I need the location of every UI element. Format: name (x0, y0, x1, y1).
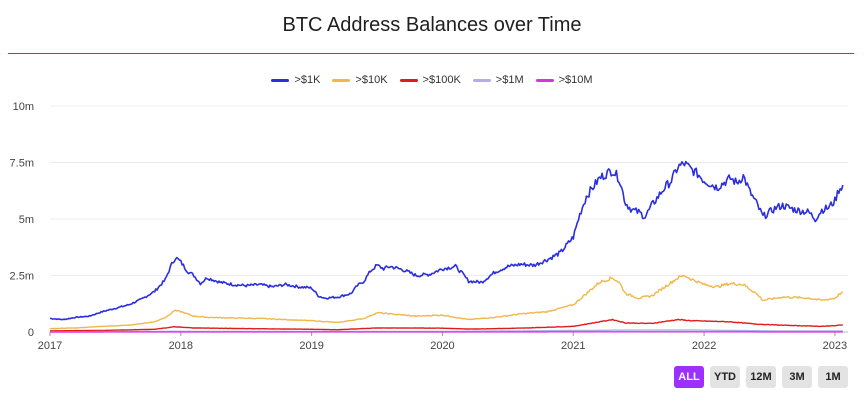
range-selector: ALL YTD 12M 3M 1M (674, 366, 848, 388)
x-tick-label: 2022 (692, 340, 716, 352)
title-divider (8, 53, 854, 54)
legend-label-10k: >$10K (355, 74, 388, 86)
range-button-all[interactable]: ALL (674, 366, 704, 388)
legend-item-100k[interactable]: >$100K (399, 74, 461, 86)
legend-item-10m[interactable]: >$10M (535, 74, 593, 86)
y-tick-label: 7.5m (10, 158, 34, 170)
x-tick-label: 2021 (561, 340, 585, 352)
chart-title: BTC Address Balances over Time (282, 14, 582, 36)
y-tick-label: 2.5m (10, 271, 34, 283)
legend-swatch-10m (535, 78, 554, 82)
legend-label-1m: >$1M (495, 74, 524, 86)
x-tick-label: 2019 (299, 340, 323, 352)
legend-item-1k[interactable]: >$1K (271, 74, 320, 86)
chart-legend: >$1K >$10K >$100K >$1M >$10M (0, 74, 864, 86)
x-tick-label: 2023 (823, 340, 847, 352)
series-line-100k (49, 318, 843, 332)
y-tick-label: 10m (13, 101, 34, 113)
x-tick-label: 2020 (430, 340, 454, 352)
range-button-12m[interactable]: 12M (746, 366, 776, 388)
legend-swatch-1k (271, 78, 290, 82)
line-chart: 0 2.5m 5m 7.5m 10m 2017 2018 2019 2020 2021 2022 20… (10, 101, 848, 352)
legend-swatch-100k (399, 78, 418, 82)
legend-item-1m[interactable]: >$1M (472, 74, 524, 86)
legend-swatch-10k (332, 78, 351, 82)
series-line-1k (49, 160, 844, 321)
series-line-10k (50, 274, 844, 330)
legend-label-1k: >$1K (294, 74, 321, 86)
legend-swatch-1m (472, 78, 491, 82)
x-tick-label: 2017 (38, 340, 62, 352)
y-tick-label: 0 (28, 327, 34, 339)
x-tick-label: 2018 (169, 340, 193, 352)
range-button-1m[interactable]: 1M (818, 366, 848, 388)
y-tick-label: 5m (19, 214, 34, 226)
legend-label-10m: >$10M (558, 74, 593, 86)
legend-item-10k[interactable]: >$10K (332, 74, 388, 86)
range-button-3m[interactable]: 3M (782, 366, 812, 388)
legend-label-100k: >$100K (422, 74, 461, 86)
range-button-ytd[interactable]: YTD (710, 366, 740, 388)
